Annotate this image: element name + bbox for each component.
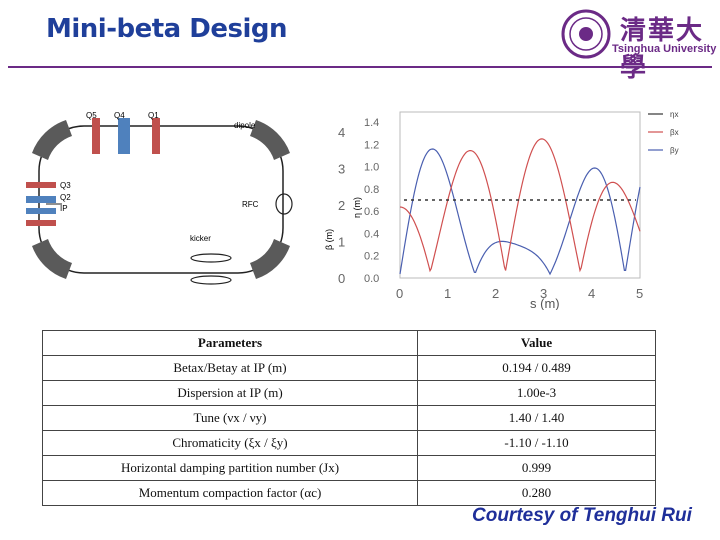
x-tick-label: 1 [444, 286, 451, 301]
logo-chinese-text: 清華大學 [620, 16, 705, 83]
label-q5: Q5 [86, 111, 97, 120]
optics-plot: β (m) η (m) s (m) 0 1 2 3 4 0.0 0.2 0.4 0.6 0.8 1.… [324, 110, 679, 310]
right-tick-label: 1.4 [364, 117, 379, 129]
right-tick-label: 1.0 [364, 162, 379, 174]
tsinghua-seal-icon [561, 9, 611, 59]
right-tick-label: 0.0 [364, 273, 379, 285]
right-tick-label: 0.4 [364, 228, 379, 240]
label-q2: Q2 [60, 193, 71, 202]
title-rule [8, 66, 712, 68]
left-tick-label: 0 [338, 271, 345, 286]
header-value: Value [417, 330, 656, 356]
plot-right-ylabel: η (m) [352, 197, 362, 218]
right-tick-label: 0.8 [364, 184, 379, 196]
page-title: Mini-beta Design [46, 14, 288, 44]
left-tick-label: 1 [338, 235, 345, 250]
param-cell: Dispersion at IP (m) [42, 380, 418, 406]
value-cell: 0.999 [417, 455, 656, 481]
betay-series-line [399, 148, 641, 276]
table-row: Chromaticity (ξx / ξy) -1.10 / -1.10 [42, 430, 656, 456]
x-tick-label: 0 [396, 286, 403, 301]
param-cell: Chromaticity (ξx / ξy) [42, 430, 418, 456]
table-row: Momentum compaction factor (αc) 0.280 [42, 480, 656, 506]
legend-label: βy [670, 146, 679, 155]
value-cell: 1.40 / 1.40 [417, 405, 656, 431]
label-kicker: kicker [190, 234, 211, 243]
label-q3: Q3 [60, 181, 71, 190]
value-cell: -1.10 / -1.10 [417, 430, 656, 456]
logo-university-text: Tsinghua University [612, 43, 717, 55]
plot-xlabel: s (m) [530, 296, 560, 310]
label-rfc: RFC [242, 200, 259, 209]
legend-label: ηx [670, 110, 678, 119]
param-cell: Momentum compaction factor (αc) [42, 480, 418, 506]
label-q4: Q4 [114, 111, 125, 120]
x-tick-label: 5 [636, 286, 643, 301]
betax-series-line [399, 138, 641, 273]
left-tick-label: 3 [338, 162, 345, 177]
param-cell: Betax/Betay at IP (m) [42, 355, 418, 381]
value-cell: 0.194 / 0.489 [417, 355, 656, 381]
courtesy-credit: Courtesy of Tenghui Rui [472, 505, 692, 526]
plot-left-ylabel: β (m) [324, 229, 334, 250]
table-row: Horizontal damping partition number (Jx)… [42, 455, 656, 481]
param-cell: Horizontal damping partition number (Jx) [42, 455, 418, 481]
table-row: Tune (νx / νy) 1.40 / 1.40 [42, 405, 656, 431]
label-ip: IP [60, 204, 68, 213]
label-dipole: dipole [234, 121, 256, 130]
legend-label: βx [670, 128, 679, 137]
x-tick-label: 2 [492, 286, 499, 301]
x-tick-label: 4 [588, 286, 595, 301]
right-tick-label: 1.2 [364, 139, 379, 151]
param-cell: Tune (νx / νy) [42, 405, 418, 431]
left-tick-label: 4 [338, 125, 345, 140]
table-row: Betax/Betay at IP (m) 0.194 / 0.489 [42, 355, 656, 381]
table-row: Dispersion at IP (m) 1.00e-3 [42, 380, 656, 406]
x-tick-label: 3 [540, 286, 547, 301]
right-tick-label: 0.6 [364, 206, 379, 218]
value-cell: 1.00e-3 [417, 380, 656, 406]
left-tick-label: 2 [338, 198, 345, 213]
value-cell: 0.280 [417, 480, 656, 506]
ring-layout-diagram: Q5 Q4 Q1 dipole Q3 Q2 IP RFC kicker [26, 111, 293, 285]
header-parameters: Parameters [42, 330, 418, 356]
label-q1: Q1 [148, 111, 159, 120]
parameters-table: Parameters Value Betax/Betay at IP (m) 0.… [42, 330, 656, 506]
plot-frame [399, 111, 641, 279]
right-tick-label: 0.2 [364, 251, 379, 263]
